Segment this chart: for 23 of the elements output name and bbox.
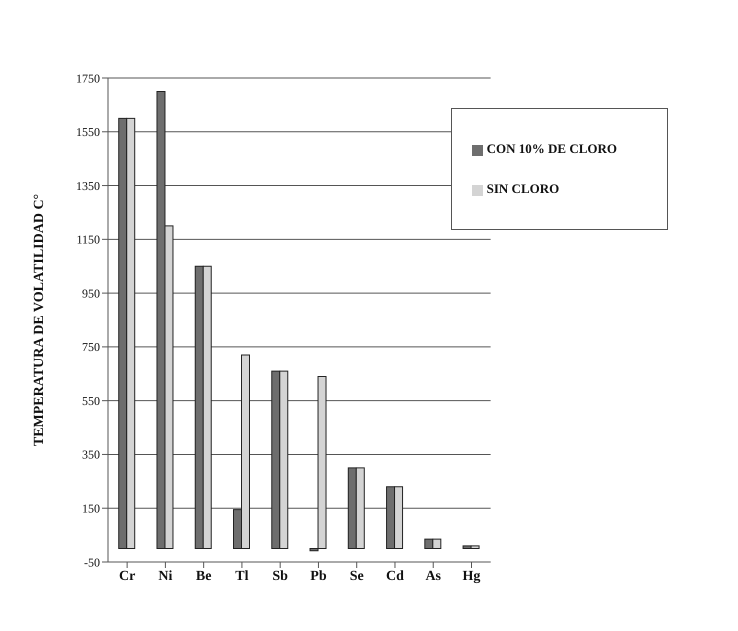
y-axis-title: TEMPERATURA DE VOLATILIDAD C° bbox=[32, 194, 47, 446]
y-tick-label: 550 bbox=[82, 394, 100, 408]
y-tick-label: 950 bbox=[82, 286, 100, 300]
x-tick-label: Pb bbox=[310, 568, 327, 584]
y-tick-label: 750 bbox=[82, 340, 100, 354]
y-tick-label: 150 bbox=[82, 501, 100, 516]
x-tick-label: Cd bbox=[386, 568, 404, 584]
legend-label: SIN CLORO bbox=[486, 181, 560, 196]
x-tick-label: Se bbox=[350, 568, 364, 584]
x-tick-label: Be bbox=[196, 568, 212, 584]
x-tick-label: Sb bbox=[272, 568, 288, 584]
y-tick-label: 1750 bbox=[76, 71, 100, 86]
x-tick-label: Tl bbox=[235, 568, 249, 584]
y-tick-label: -50 bbox=[84, 555, 100, 570]
x-tick-label: Hg bbox=[462, 568, 480, 584]
y-tick-label: 1350 bbox=[76, 178, 100, 193]
legend-label: CON 10% DE CLORO bbox=[486, 141, 617, 156]
y-tick-label: 1550 bbox=[76, 125, 100, 140]
y-tick-label: 350 bbox=[82, 448, 100, 462]
y-tick-label: 1150 bbox=[76, 232, 100, 247]
x-tick-label: Ni bbox=[158, 568, 173, 584]
x-tick-label: Cr bbox=[118, 568, 136, 584]
x-tick-label: As bbox=[425, 568, 442, 584]
